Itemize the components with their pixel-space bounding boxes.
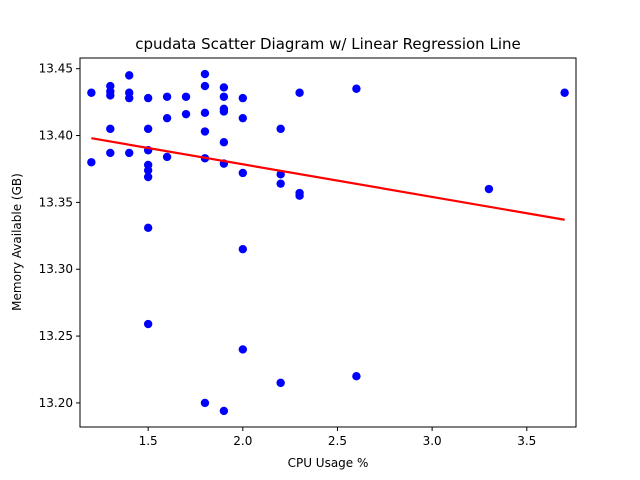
x-tick-label: 1.5: [139, 434, 158, 448]
y-axis-label: Memory Available (GB): [10, 173, 24, 311]
data-point: [276, 124, 285, 134]
data-point: [200, 127, 210, 136]
regression-line-layer: [91, 137, 565, 221]
data-point: [87, 88, 96, 97]
x-tick-label: 2.0: [233, 434, 252, 448]
y-axis-ticks: 13.20 13.25 13.30 13.35 13.40 13.45: [39, 62, 80, 410]
data-point: [125, 148, 134, 158]
data-point: [143, 124, 153, 134]
y-tick-label: 13.40: [39, 129, 73, 143]
data-point: [181, 109, 191, 119]
data-point: [295, 191, 304, 200]
data-point: [200, 81, 210, 91]
data-point: [143, 93, 153, 103]
y-tick-label: 13.45: [39, 62, 73, 76]
x-tick-label: 3.5: [517, 434, 536, 448]
data-point: [276, 378, 285, 388]
data-point: [238, 113, 248, 123]
data-point: [181, 92, 191, 101]
chart-title: cpudata Scatter Diagram w/ Linear Regres…: [135, 35, 520, 53]
x-tick-label: 3.0: [423, 434, 442, 448]
data-point: [125, 93, 134, 103]
x-tick-label: 2.5: [328, 434, 347, 448]
data-point: [219, 83, 229, 92]
data-point: [143, 166, 153, 175]
data-point: [106, 148, 115, 158]
data-point: [200, 398, 210, 408]
data-point: [200, 108, 210, 118]
regression-line: [91, 137, 565, 221]
data-point: [352, 84, 361, 93]
data-point: [162, 92, 172, 101]
data-point: [219, 107, 229, 116]
data-point: [106, 91, 115, 100]
data-point: [219, 138, 229, 147]
data-point: [484, 184, 494, 194]
y-tick-label: 13.35: [39, 195, 73, 209]
data-point: [238, 244, 248, 254]
y-tick-label: 13.20: [39, 396, 73, 410]
data-point: [200, 69, 210, 79]
plot-frame: [79, 57, 577, 428]
data-point: [352, 372, 361, 381]
data-point: [219, 92, 229, 101]
data-point: [87, 158, 96, 167]
data-point: [162, 152, 172, 162]
points-layer: [87, 69, 569, 416]
data-point: [143, 223, 153, 232]
data-point: [238, 168, 248, 178]
y-tick-label: 13.25: [39, 329, 73, 343]
x-axis-ticks: 1.5 2.0 2.5 3.0 3.5: [139, 427, 536, 448]
data-point: [238, 345, 248, 354]
y-tick-label: 13.30: [39, 262, 73, 276]
data-point: [560, 88, 569, 97]
data-point: [238, 93, 248, 103]
data-point: [125, 71, 134, 80]
data-point: [143, 172, 153, 182]
data-point: [106, 124, 115, 134]
data-point: [276, 179, 285, 188]
x-axis-label: CPU Usage %: [288, 456, 369, 470]
data-point: [143, 319, 153, 329]
data-point: [162, 113, 172, 123]
data-point: [219, 406, 229, 416]
data-point: [295, 88, 304, 97]
